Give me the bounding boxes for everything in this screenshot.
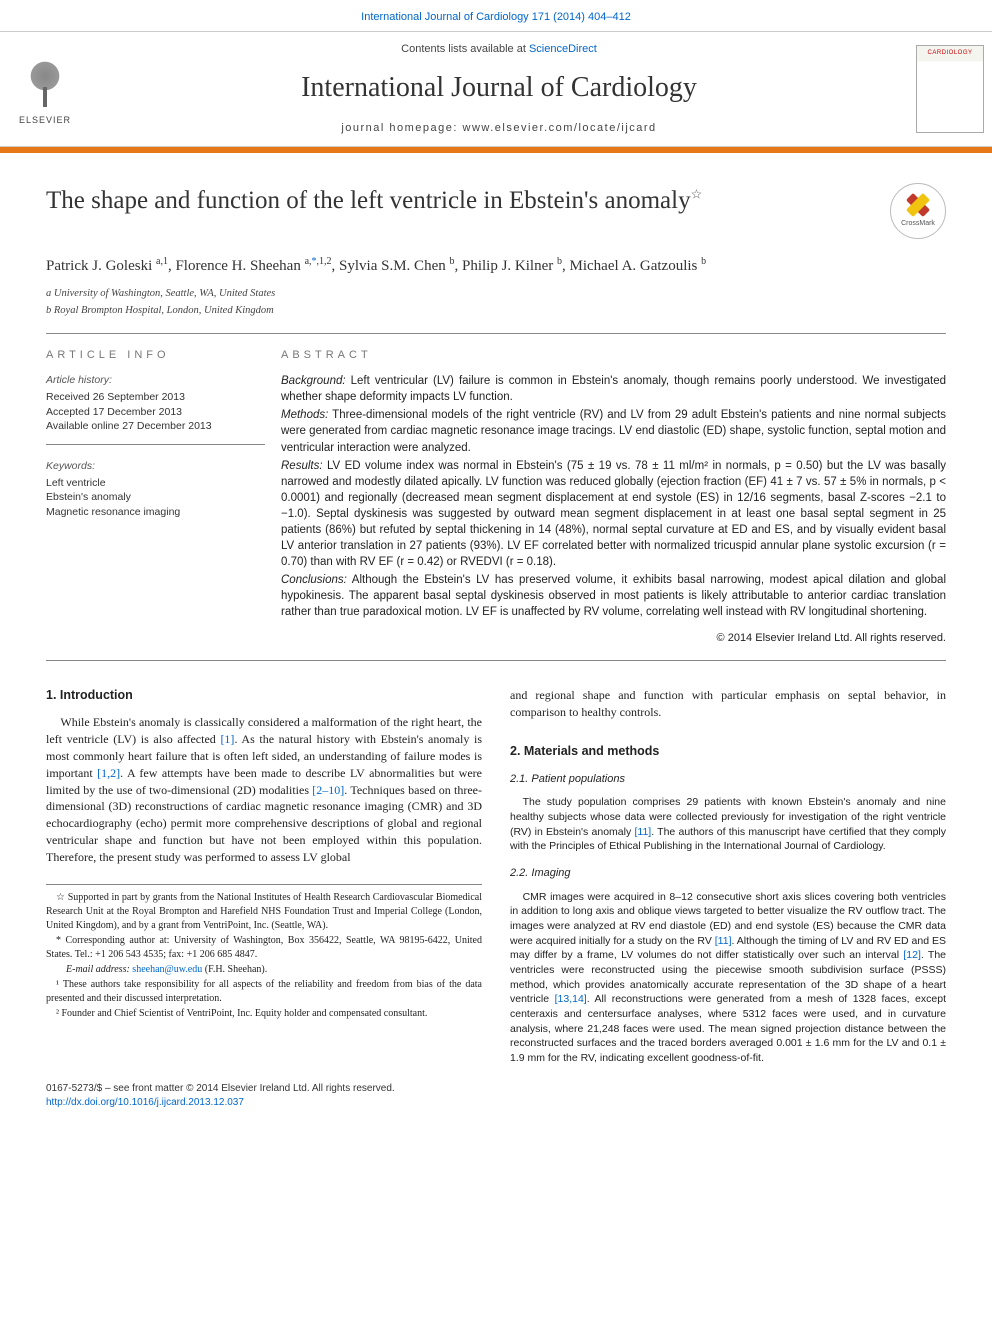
keyword: Magnetic resonance imaging — [46, 505, 265, 520]
ref-link[interactable]: [11] — [634, 826, 651, 838]
abstract-methods: Methods: Three-dimensional models of the… — [281, 407, 946, 455]
keyword: Left ventricle — [46, 476, 265, 491]
ref-link[interactable]: [13,14] — [555, 993, 587, 1005]
contents-line: Contents lists available at ScienceDirec… — [401, 42, 597, 57]
email-link[interactable]: sheehan@uw.edu — [132, 964, 202, 975]
abstract-copyright: © 2014 Elsevier Ireland Ltd. All rights … — [281, 631, 946, 646]
affiliation-b: b Royal Brompton Hospital, London, Unite… — [46, 304, 946, 319]
footnote-1: ¹ These authors take responsibility for … — [46, 978, 482, 1006]
doi-link[interactable]: http://dx.doi.org/10.1016/j.ijcard.2013.… — [46, 1097, 244, 1108]
methods-p2: CMR images were acquired in 8–12 consecu… — [510, 890, 946, 1066]
methods-heading: 2. Materials and methods — [510, 743, 946, 761]
footnote-email: E-mail address: sheehan@uw.edu (F.H. She… — [46, 963, 482, 977]
affiliations: a University of Washington, Seattle, WA,… — [46, 287, 946, 318]
footnote-funding: ☆ Supported in part by grants from the N… — [46, 891, 482, 933]
crossmark-badge[interactable]: CrossMark — [890, 183, 946, 239]
methods-sub2: 2.2. Imaging — [510, 866, 946, 881]
history-accepted: Accepted 17 December 2013 — [46, 405, 265, 420]
elsevier-tree-icon — [15, 52, 75, 112]
publisher-name: ELSEVIER — [19, 114, 71, 127]
affiliation-a: a University of Washington, Seattle, WA,… — [46, 287, 946, 302]
homepage-line: journal homepage: www.elsevier.com/locat… — [341, 121, 656, 136]
keywords-label: Keywords: — [46, 459, 265, 474]
ref-link[interactable]: [1] — [220, 732, 234, 746]
journal-banner: ELSEVIER Contents lists available at Sci… — [0, 31, 992, 147]
elsevier-logo[interactable]: ELSEVIER — [0, 32, 90, 146]
methods-p1: The study population comprises 29 patien… — [510, 795, 946, 854]
author-list: Patrick J. Goleski a,1, Florence H. Shee… — [46, 255, 946, 277]
intro-heading: 1. Introduction — [46, 687, 482, 705]
homepage-url[interactable]: www.elsevier.com/locate/ijcard — [463, 122, 657, 134]
page-footer: 0167-5273/$ – see front matter © 2014 El… — [0, 1066, 992, 1130]
abstract-results: Results: LV ED volume index was normal i… — [281, 458, 946, 571]
history-online: Available online 27 December 2013 — [46, 419, 265, 434]
abstract-conclusions: Conclusions: Although the Ebstein's LV h… — [281, 572, 946, 620]
ref-link[interactable]: [11] — [715, 935, 732, 947]
abstract-background: Background: Left ventricular (LV) failur… — [281, 373, 946, 405]
intro-p1-cont: and regional shape and function with par… — [510, 687, 946, 721]
journal-cover[interactable] — [908, 32, 992, 146]
crossmark-label: CrossMark — [901, 219, 935, 229]
citation-link[interactable]: International Journal of Cardiology 171 … — [0, 0, 992, 31]
history-label: Article history: — [46, 373, 265, 388]
abstract-heading: ABSTRACT — [281, 348, 946, 363]
footnotes: ☆ Supported in part by grants from the N… — [46, 884, 482, 1021]
ref-link[interactable]: [12] — [903, 949, 921, 961]
article-info-heading: ARTICLE INFO — [46, 348, 265, 363]
keyword: Ebstein's anomaly — [46, 490, 265, 505]
sciencedirect-link[interactable]: ScienceDirect — [529, 43, 597, 55]
methods-sub1: 2.1. Patient populations — [510, 772, 946, 787]
banner-center: Contents lists available at ScienceDirec… — [90, 32, 908, 146]
journal-name: International Journal of Cardiology — [301, 68, 697, 107]
corr-link[interactable]: * — [312, 256, 317, 267]
article-title: The shape and function of the left ventr… — [46, 183, 870, 218]
history-received: Received 26 September 2013 — [46, 390, 265, 405]
intro-p1: While Ebstein's anomaly is classically c… — [46, 714, 482, 865]
ref-link[interactable]: [1,2] — [97, 766, 120, 780]
ref-link[interactable]: [2–10] — [312, 783, 344, 797]
cover-thumbnail-icon — [916, 45, 984, 133]
crossmark-icon — [906, 193, 930, 217]
issn-line: 0167-5273/$ – see front matter © 2014 El… — [46, 1082, 946, 1096]
footnote-corresponding: * Corresponding author at: University of… — [46, 934, 482, 962]
footnote-2: ² Founder and Chief Scientist of VentriP… — [46, 1007, 482, 1021]
